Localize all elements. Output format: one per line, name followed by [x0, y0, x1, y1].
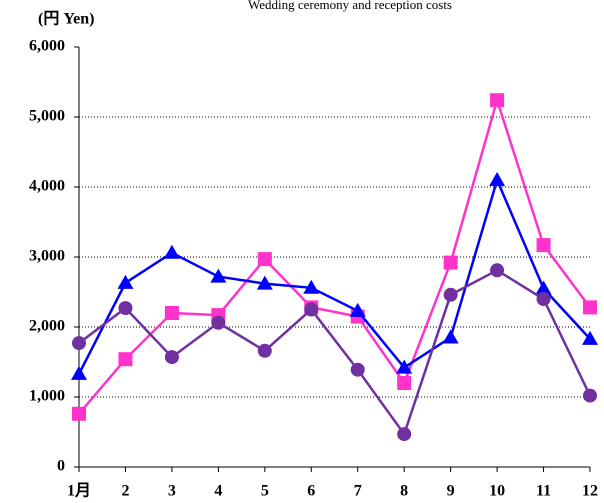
x-tick-label: 9 [447, 483, 455, 500]
series-line [78, 95, 592, 415]
marker [72, 336, 86, 351]
marker [490, 93, 505, 108]
y-tick-label: 4,000 [29, 178, 65, 195]
x-tick-label: 8 [400, 483, 408, 500]
marker [164, 306, 179, 320]
marker [163, 244, 180, 259]
marker [350, 362, 365, 377]
marker [396, 359, 413, 374]
marker [303, 279, 320, 294]
x-tick-label: 5 [261, 483, 269, 500]
marker [118, 301, 133, 316]
marker [397, 376, 412, 390]
marker [490, 263, 505, 278]
y-tick-label: 1,000 [29, 388, 65, 405]
marker [117, 274, 134, 289]
y-tick-label: 6,000 [29, 38, 65, 55]
series-line [78, 268, 592, 437]
marker [489, 172, 506, 186]
x-tick-label: 3 [168, 483, 176, 500]
x-tick-label: 1月 [67, 482, 91, 500]
marker [164, 350, 179, 365]
y-tick-label: 0 [57, 458, 65, 475]
marker [535, 280, 552, 295]
y-tick-label: 2,000 [29, 318, 65, 335]
y-tick-label: 5,000 [29, 108, 65, 125]
marker [536, 292, 551, 306]
marker [442, 329, 459, 344]
x-tick-label: 2 [121, 483, 129, 500]
x-tick-label: 10 [489, 483, 505, 500]
x-tick-label: 11 [536, 483, 551, 500]
x-tick-label: 6 [307, 483, 315, 500]
x-tick-label: 4 [214, 483, 222, 500]
marker [118, 352, 133, 367]
marker [304, 302, 319, 317]
marker [349, 302, 366, 317]
marker [210, 268, 227, 283]
marker [583, 388, 597, 403]
marker [72, 406, 86, 421]
y-axis-label: (円 Yen) [38, 10, 94, 28]
marker [71, 365, 87, 380]
series-line [77, 176, 591, 375]
marker [211, 315, 226, 330]
marker [257, 343, 272, 358]
chart-title: Wedding ceremony and reception costs [248, 0, 452, 12]
marker [257, 252, 272, 267]
marker [536, 238, 551, 253]
x-tick-label: 12 [582, 483, 598, 500]
marker [443, 287, 458, 302]
marker [583, 300, 597, 315]
marker [397, 427, 412, 442]
marker [443, 255, 458, 270]
marker [256, 275, 273, 290]
marker [582, 330, 598, 345]
x-tick-label: 7 [354, 483, 362, 500]
y-tick-label: 3,000 [29, 248, 65, 265]
